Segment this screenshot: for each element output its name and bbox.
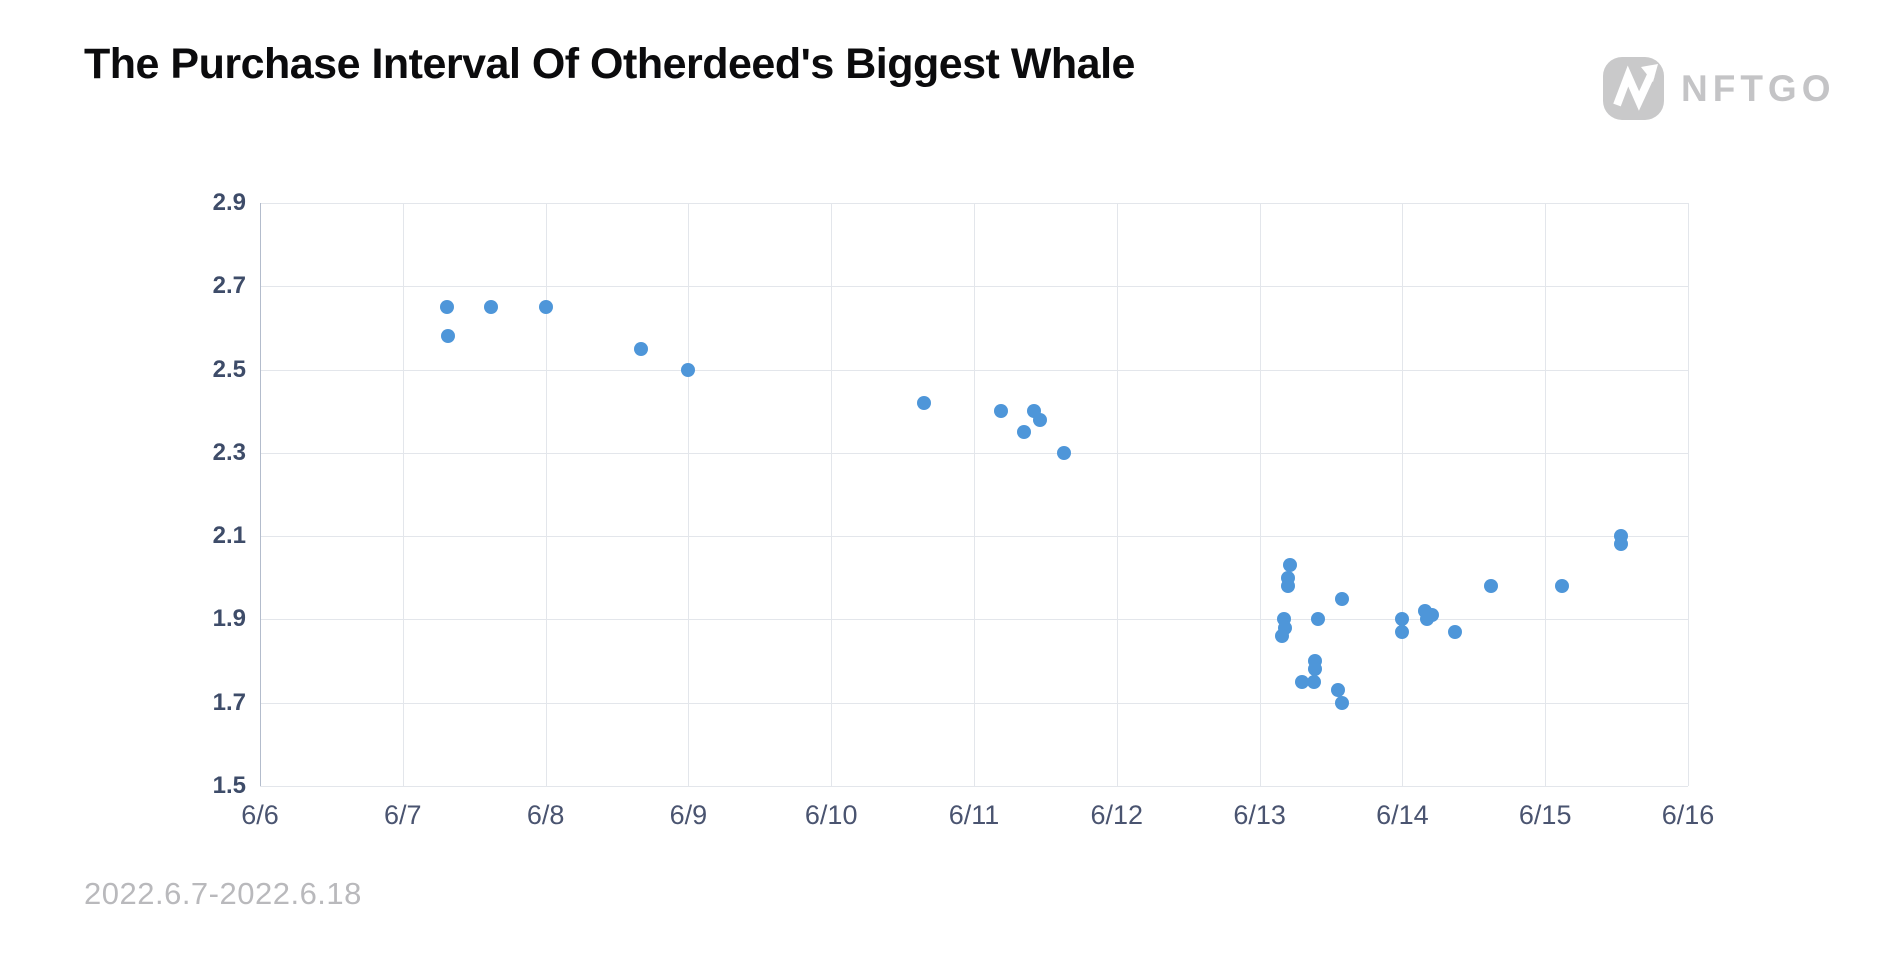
data-point (1395, 612, 1410, 627)
x-tick-label: 6/10 (804, 800, 858, 830)
data-point (1032, 412, 1047, 427)
data-point (1335, 695, 1350, 710)
gridline-x (1545, 203, 1546, 786)
data-point (1275, 629, 1290, 644)
y-tick-label: 2.5 (212, 355, 246, 383)
data-point (441, 329, 456, 344)
data-point (1308, 662, 1323, 677)
x-tick-label: 6/8 (526, 800, 565, 830)
data-point (1448, 624, 1463, 639)
data-point (1281, 579, 1296, 594)
x-tick-label: 6/7 (384, 800, 422, 830)
gridline-y (260, 786, 1688, 787)
data-point (634, 341, 649, 356)
n-arrow-icon (1613, 64, 1658, 111)
data-point (1306, 674, 1321, 689)
data-point (1282, 558, 1297, 573)
page-title: The Purchase Interval Of Otherdeed's Big… (84, 40, 1135, 88)
y-tick-label: 2.9 (212, 189, 246, 216)
x-tick-label: 6/11 (948, 800, 1000, 830)
gridline-x (403, 203, 404, 786)
data-point (1555, 579, 1570, 594)
y-tick-label: 1.9 (212, 605, 246, 633)
data-point (1016, 425, 1031, 440)
y-tick-label: 2.7 (212, 272, 246, 300)
x-tick-label: 6/15 (1518, 800, 1572, 830)
data-point (1311, 612, 1326, 627)
x-tick-label: 6/6 (241, 800, 279, 830)
x-tick-label: 6/14 (1376, 800, 1429, 830)
gridline-x (831, 203, 832, 786)
y-tick-label: 2.3 (212, 438, 246, 466)
nftgo-logo: NFTGO (1603, 57, 1835, 120)
data-point (1335, 591, 1350, 606)
data-point (1331, 683, 1346, 698)
x-tick-label: 6/12 (1090, 800, 1144, 830)
y-tick-label: 1.7 (212, 688, 246, 716)
x-tick-label: 6/9 (669, 800, 708, 830)
gridline-x (1260, 203, 1261, 786)
gridline-x (546, 203, 547, 786)
gridline-x (1688, 203, 1689, 786)
nftgo-logo-icon (1603, 57, 1664, 120)
x-tick-label: 6/16 (1661, 800, 1715, 830)
y-axis-line (260, 203, 261, 786)
gridline-x (974, 203, 975, 786)
data-point (1483, 579, 1498, 594)
data-point (440, 300, 455, 315)
data-point (917, 395, 932, 410)
y-tick-label: 1.5 (212, 772, 246, 799)
data-point (1613, 537, 1628, 552)
gridline-x (1117, 203, 1118, 786)
y-tick-label: 2.1 (212, 522, 246, 550)
data-point (994, 404, 1009, 419)
data-point (1419, 612, 1434, 627)
x-tick-label: 6/13 (1233, 800, 1286, 830)
date-range-caption: 2022.6.7-2022.6.18 (84, 876, 362, 911)
nftgo-logo-text: NFTGO (1681, 67, 1836, 109)
data-point (484, 300, 499, 315)
data-point (1295, 674, 1310, 689)
data-point (538, 300, 553, 315)
gridline-x (1402, 203, 1403, 786)
gridline-x (688, 203, 689, 786)
scatter-plot-area (260, 203, 1689, 787)
data-point (1056, 445, 1071, 460)
data-point (681, 362, 696, 377)
data-point (1395, 624, 1410, 639)
